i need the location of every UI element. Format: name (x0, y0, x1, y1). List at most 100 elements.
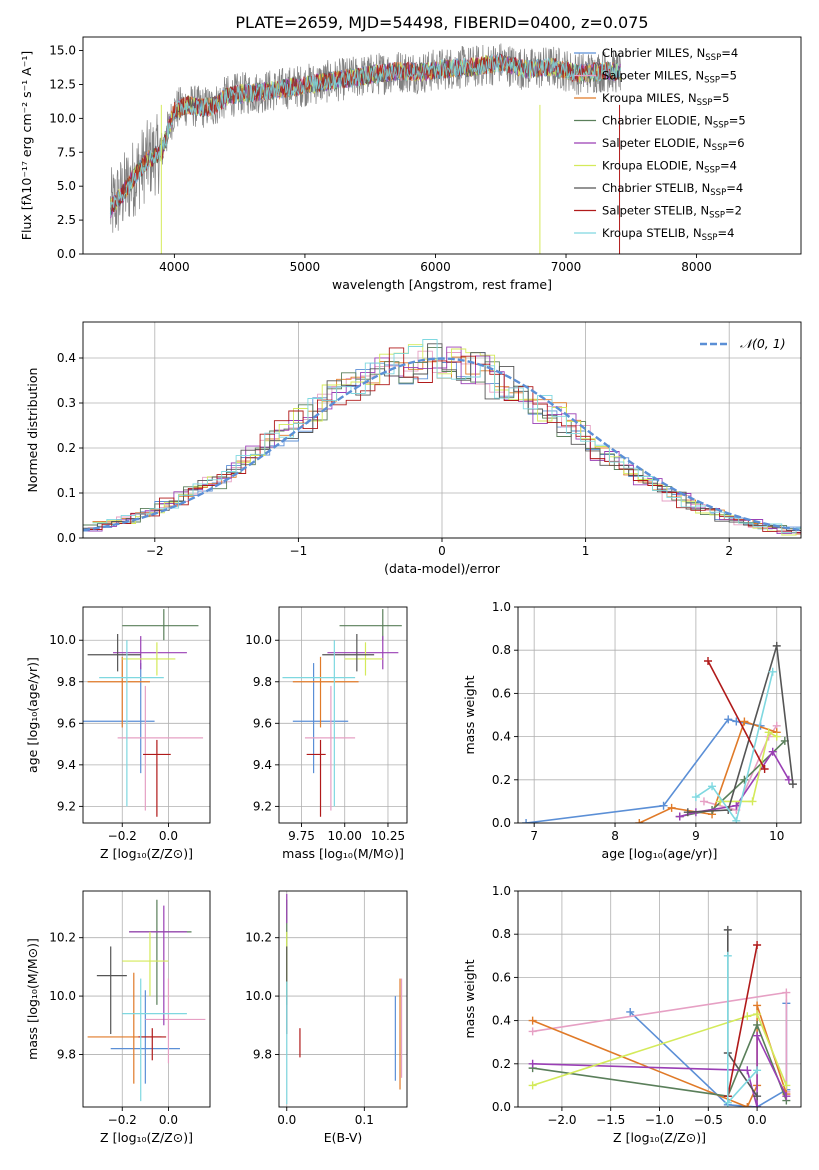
y-tick-label: 9.4 (57, 758, 76, 772)
y-tick-label: 0.0 (492, 816, 511, 830)
y-tick-label: 10.0 (49, 989, 76, 1003)
mass-weight-vs-z-panel: −2.0 −1.5 −1.0 −0.5 0.0 0.0 0.2 0.4 0.6 0.8 1.0 Z [… (462, 884, 802, 1145)
legend-count: =5 (720, 69, 737, 83)
y-tick-label: 10.0 (245, 989, 272, 1003)
x-tick-label: 9 (692, 829, 700, 843)
x-tick-label: −2.0 (547, 1113, 576, 1127)
x-tick-label: 2 (725, 544, 733, 558)
axes-border (82, 36, 802, 255)
x-tick-label: 7 (530, 829, 538, 843)
mass-weight-marker (691, 793, 700, 802)
y-tick-label: 15.0 (49, 44, 76, 58)
residual-histogram (83, 343, 801, 531)
y-axis-label: mass weight (462, 675, 477, 754)
y-tick-label: 9.8 (253, 1047, 272, 1061)
mass-weight-series (707, 660, 766, 770)
mass-weight-marker (723, 951, 732, 960)
y-tick-label: 0.8 (492, 643, 511, 657)
observed-spectrum (110, 43, 622, 233)
error-bar-point (282, 640, 356, 807)
x-tick-label: 10.25 (371, 829, 405, 843)
y-tick-label: 0.6 (492, 686, 511, 700)
plot-area (83, 609, 204, 817)
legend-entry: Salpeter ELODIE, NSSP=6 (602, 136, 745, 153)
x-tick-label: 4000 (159, 260, 190, 274)
mass-weight-series (687, 645, 794, 813)
error-bar-point (143, 739, 171, 817)
axes-border (82, 606, 211, 824)
model-spectrum-line (109, 53, 621, 216)
mass-weight-series (727, 944, 758, 1097)
mass-weight-marker (528, 1081, 537, 1090)
x-tick-label: −1 (290, 544, 308, 558)
y-tick-label: 2.5 (57, 213, 76, 227)
mass-weight-marker (675, 812, 684, 821)
legend-count: =5 (729, 114, 746, 128)
legend-subscript: SSP (712, 143, 728, 153)
x-tick-label: 0.1 (355, 1113, 374, 1127)
residual-histogram (92, 339, 801, 534)
mass-weight-marker (667, 803, 676, 812)
x-axis-label: Z [log₁₀(Z/Z⊙)] (100, 846, 193, 861)
mass-weight-marker (764, 728, 773, 737)
axes-frame: 9.75 10.00 10.25 9.2 9.4 9.6 9.8 10.0 mass [log₁… (245, 606, 408, 861)
mass-weight-marker (683, 808, 692, 817)
error-bar-point (138, 1028, 167, 1061)
normal-reference-curve (83, 357, 801, 532)
x-tick-label: −0.2 (108, 829, 137, 843)
y-tick-label: 10.2 (49, 931, 76, 945)
mass-weight-marker (753, 1103, 762, 1107)
plot-area (83, 339, 801, 536)
x-axis-label: mass [log₁₀(M/M⊙)] (282, 846, 404, 861)
mass-weight-marker (723, 925, 732, 934)
y-tick-label: 9.2 (57, 799, 76, 813)
mass-weight-marker (748, 797, 757, 806)
mass-weight-marker (740, 717, 749, 726)
axes-border (82, 890, 211, 1108)
y-tick-label: 0.1 (57, 486, 76, 500)
legend-count: =4 (718, 226, 735, 240)
mass-weight-series (532, 1013, 788, 1087)
mass-weight-marker (772, 641, 781, 650)
y-tick-label: 0.2 (492, 773, 511, 787)
legend-subscript: SSP (709, 211, 725, 221)
x-tick-label: −1.0 (645, 1113, 674, 1127)
legend-count: =2 (725, 204, 742, 218)
error-bar-point (122, 931, 169, 997)
mass-weight-marker (760, 765, 769, 773)
error-bar-point (339, 609, 402, 641)
x-axis-label: age [log₁₀(age/yr)] (602, 846, 718, 861)
legend-subscript: SSP (697, 98, 713, 108)
y-tick-label: 10.0 (49, 111, 76, 125)
y-axis-label: Normed distribution (25, 368, 40, 493)
y-tick-label: 0.2 (57, 441, 76, 455)
legend-count: =6 (728, 136, 745, 150)
y-tick-label: 9.6 (57, 716, 76, 730)
y-tick-label: 7.5 (57, 145, 76, 159)
mass-weight-marker (743, 1012, 752, 1021)
legend-subscript: SSP (702, 233, 718, 243)
x-tick-label: 10 (769, 829, 784, 843)
x-tick-label: 8 (611, 829, 619, 843)
mass-vs-ebv-panel: 0.0 0.1 9.8 10.0 10.2 E(B-V) (245, 890, 408, 1145)
y-tick-label: 0.8 (492, 927, 511, 941)
x-tick-label: −0.2 (108, 1113, 137, 1127)
y-tick-label: 9.8 (253, 675, 272, 689)
axes-frame: −2.0 −1.5 −1.0 −0.5 0.0 0.0 0.2 0.4 0.6 0.8 1.0 Z [… (462, 884, 802, 1145)
y-tick-label: 9.8 (57, 1047, 76, 1061)
y-tick-label: 12.5 (49, 77, 76, 91)
y-tick-label: 9.6 (253, 716, 272, 730)
y-tick-label: 9.8 (57, 675, 76, 689)
error-bar-point (304, 685, 356, 811)
mass-weight-marker (768, 747, 777, 756)
axes-frame: −2 −1 0 1 2 0.0 0.1 0.2 0.3 0.4 (data-model)/error… (25, 321, 802, 576)
mass-weight-marker (732, 816, 741, 823)
x-tick-label: 7000 (551, 260, 582, 274)
mass-weight-marker (732, 801, 741, 810)
error-bar-point (117, 685, 204, 811)
error-bar-point (83, 663, 155, 774)
y-tick-label: 9.2 (253, 799, 272, 813)
x-axis-label: E(B-V) (324, 1130, 363, 1145)
mass-weight-marker (753, 1031, 762, 1040)
legend-entry: Salpeter STELIB, NSSP=2 (602, 204, 742, 221)
